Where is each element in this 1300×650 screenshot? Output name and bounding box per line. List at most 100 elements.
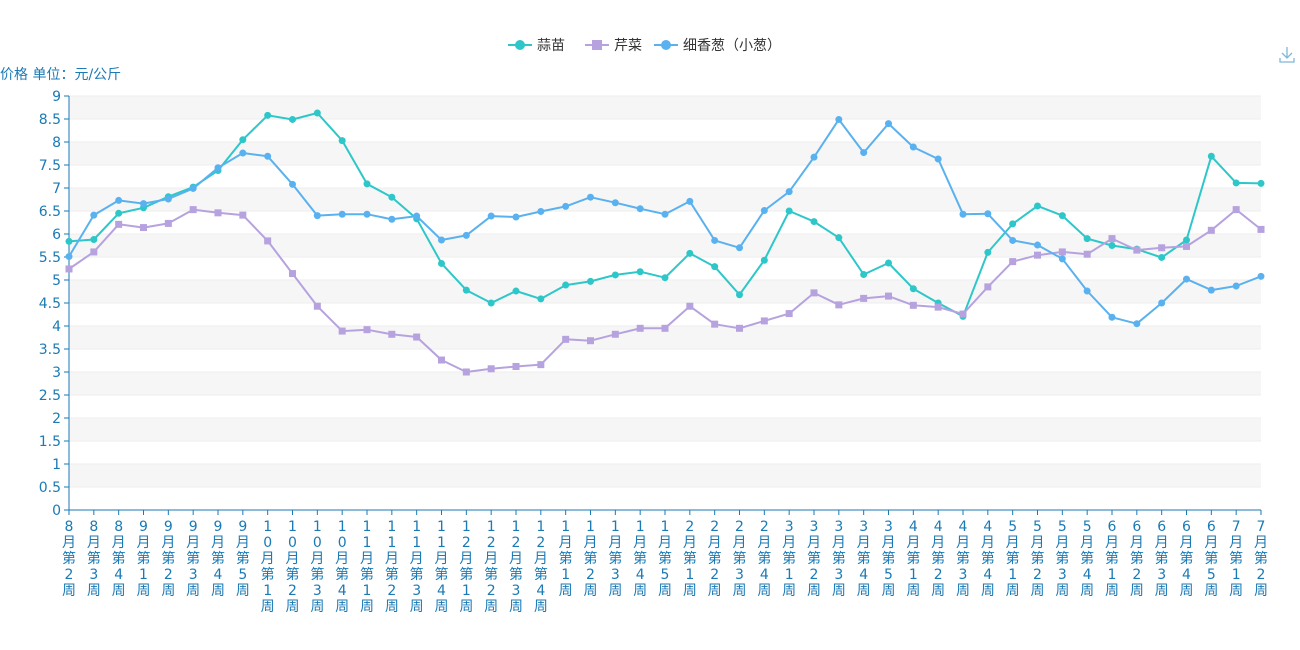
data-point[interactable] xyxy=(686,302,694,310)
data-point[interactable] xyxy=(562,202,570,210)
data-point[interactable] xyxy=(984,283,992,291)
data-point[interactable] xyxy=(338,327,346,335)
data-point[interactable] xyxy=(289,270,296,278)
data-point[interactable] xyxy=(1108,242,1116,249)
data-point[interactable] xyxy=(835,234,843,242)
data-point[interactable] xyxy=(736,291,743,299)
data-point[interactable] xyxy=(1058,255,1066,263)
data-point[interactable] xyxy=(338,137,346,145)
data-point[interactable] xyxy=(537,207,545,215)
data-point[interactable] xyxy=(90,211,98,219)
data-point[interactable] xyxy=(636,324,644,332)
data-point[interactable] xyxy=(860,149,868,157)
data-point[interactable] xyxy=(214,164,222,172)
data-point[interactable] xyxy=(1108,235,1116,243)
data-point[interactable] xyxy=(388,193,396,201)
data-point[interactable] xyxy=(661,324,669,332)
data-point[interactable] xyxy=(661,274,669,282)
data-point[interactable] xyxy=(65,265,73,273)
data-point[interactable] xyxy=(885,120,892,128)
data-point[interactable] xyxy=(810,289,818,297)
data-point[interactable] xyxy=(1183,236,1190,244)
data-point[interactable] xyxy=(760,256,768,264)
data-point[interactable] xyxy=(65,253,73,261)
data-point[interactable] xyxy=(562,281,570,289)
data-point[interactable] xyxy=(189,206,197,214)
data-point[interactable] xyxy=(264,152,272,160)
data-point[interactable] xyxy=(1034,241,1041,249)
data-point[interactable] xyxy=(537,361,545,369)
data-point[interactable] xyxy=(686,249,694,257)
data-point[interactable] xyxy=(760,317,768,325)
data-point[interactable] xyxy=(1232,206,1240,214)
data-point[interactable] xyxy=(1034,251,1041,259)
data-point[interactable] xyxy=(1108,313,1116,321)
data-point[interactable] xyxy=(1207,226,1215,234)
data-point[interactable] xyxy=(885,292,892,300)
data-point[interactable] xyxy=(661,210,669,218)
data-point[interactable] xyxy=(1232,282,1240,290)
data-point[interactable] xyxy=(1257,179,1265,187)
data-point[interactable] xyxy=(1133,246,1141,254)
data-point[interactable] xyxy=(1183,275,1190,283)
data-point[interactable] xyxy=(264,111,272,119)
data-point[interactable] xyxy=(860,270,868,278)
data-point[interactable] xyxy=(363,180,371,188)
data-point[interactable] xyxy=(338,210,346,218)
data-point[interactable] xyxy=(512,287,520,295)
data-point[interactable] xyxy=(587,337,594,345)
data-point[interactable] xyxy=(313,302,321,310)
data-point[interactable] xyxy=(1009,220,1017,228)
data-point[interactable] xyxy=(512,362,520,370)
data-point[interactable] xyxy=(711,236,719,244)
data-point[interactable] xyxy=(1183,242,1190,250)
data-point[interactable] xyxy=(1009,236,1017,244)
data-point[interactable] xyxy=(1232,179,1240,187)
data-point[interactable] xyxy=(1034,202,1041,210)
data-point[interactable] xyxy=(1207,152,1215,160)
data-point[interactable] xyxy=(1133,320,1141,328)
data-point[interactable] xyxy=(909,285,917,293)
data-point[interactable] xyxy=(636,205,644,213)
data-point[interactable] xyxy=(140,200,147,208)
data-point[interactable] xyxy=(363,210,371,218)
data-point[interactable] xyxy=(934,155,942,163)
data-point[interactable] xyxy=(189,184,197,192)
data-point[interactable] xyxy=(611,199,619,207)
data-point[interactable] xyxy=(289,180,296,188)
data-point[interactable] xyxy=(413,212,421,220)
data-point[interactable] xyxy=(388,330,396,338)
data-point[interactable] xyxy=(115,209,123,217)
legend-item[interactable]: 细香葱（小葱） xyxy=(654,38,781,54)
data-point[interactable] xyxy=(413,333,421,341)
data-point[interactable] xyxy=(115,220,123,228)
data-point[interactable] xyxy=(835,301,843,309)
data-point[interactable] xyxy=(711,263,719,271)
data-point[interactable] xyxy=(810,218,818,226)
data-point[interactable] xyxy=(984,210,992,218)
data-point[interactable] xyxy=(1207,286,1215,294)
data-point[interactable] xyxy=(1009,258,1017,266)
data-point[interactable] xyxy=(736,324,743,332)
data-point[interactable] xyxy=(164,219,172,227)
data-point[interactable] xyxy=(611,271,619,279)
data-point[interactable] xyxy=(611,330,619,338)
data-point[interactable] xyxy=(885,259,892,267)
data-point[interactable] xyxy=(785,207,793,215)
data-point[interactable] xyxy=(587,193,594,201)
data-point[interactable] xyxy=(462,231,470,239)
data-point[interactable] xyxy=(686,197,694,205)
data-point[interactable] xyxy=(164,195,172,203)
data-point[interactable] xyxy=(1158,244,1166,252)
data-point[interactable] xyxy=(140,224,147,232)
data-point[interactable] xyxy=(1083,287,1091,295)
data-point[interactable] xyxy=(1158,299,1166,307)
data-point[interactable] xyxy=(462,286,470,294)
legend-item[interactable]: 蒜苗 xyxy=(508,38,565,54)
data-point[interactable] xyxy=(909,301,917,309)
data-point[interactable] xyxy=(438,236,445,244)
data-point[interactable] xyxy=(90,248,98,256)
data-point[interactable] xyxy=(1058,212,1066,220)
data-point[interactable] xyxy=(388,215,396,223)
data-point[interactable] xyxy=(239,211,247,219)
